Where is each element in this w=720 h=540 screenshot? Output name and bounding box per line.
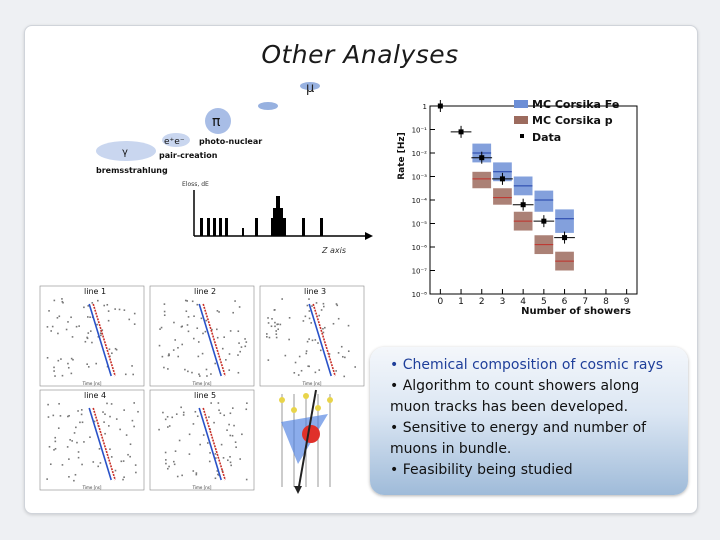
bullet-3: • Sensitive to energy and number of: [390, 420, 647, 436]
panel-title: line 1: [84, 287, 106, 296]
event-display-panels: line 1 Time [ns] line 2 Time [ns] line 3 Time…: [39, 285, 365, 494]
data-point: [520, 202, 526, 208]
legend-swatch-data: [520, 134, 524, 138]
slide-title: Other Analyses: [261, 40, 459, 69]
bullet-1: • Chemical composition of cosmic rays: [390, 357, 664, 373]
y-tick-label: 10⁻⁴: [412, 197, 428, 205]
x-tick-label: 0: [437, 297, 443, 307]
p-bin: [472, 171, 492, 189]
event-panel: line 2 Time [ns]: [149, 285, 255, 387]
gamma-label: γ: [122, 147, 128, 158]
y-tick-label: 10⁻³: [412, 174, 428, 182]
x-tick-label: 7: [582, 297, 588, 307]
data-point: [479, 155, 485, 161]
p-bin: [493, 188, 512, 205]
pi-label: π: [212, 114, 221, 130]
gamma-bubble: [96, 141, 156, 161]
event-panel: line 4 Time [ns]: [39, 389, 145, 491]
muon-blob-2: [258, 102, 278, 110]
y-tick-label: 10⁻²: [412, 150, 428, 158]
x-tick-label: 5: [541, 297, 547, 307]
y-tick-label: 10⁻⁸: [412, 291, 428, 299]
y-tick-label: 10⁻⁶: [412, 244, 428, 252]
fe-bin: [534, 190, 554, 212]
legend-swatch-fe: [514, 100, 528, 108]
bullet-3-cont: muons in bundle.: [390, 441, 512, 457]
panel-title: line 2: [194, 287, 216, 296]
legend-label-p: MC Corsika p: [532, 114, 613, 127]
y-tick-label: 10⁻⁵: [412, 221, 428, 229]
panel-title: line 4: [84, 391, 106, 400]
chart-ylabel: Rate [Hz]: [397, 132, 407, 180]
panel-xlabel: Time [ns]: [82, 381, 102, 386]
shower-vertex: [302, 425, 320, 443]
data-point: [437, 103, 443, 109]
data-point: [499, 176, 505, 182]
y-tick-label: 1: [423, 103, 427, 111]
event-panel: line 5 Time [ns]: [149, 389, 255, 491]
panel-title: line 3: [304, 287, 326, 296]
pair-creation-label: pair-creation: [159, 151, 218, 160]
x-tick-label: 1: [458, 297, 464, 307]
data-point: [458, 129, 464, 135]
mu-label: μ: [306, 81, 314, 96]
pi-bubble: [205, 108, 231, 134]
legend-label-fe: MC Corsika Fe: [532, 98, 619, 111]
data-point: [562, 235, 568, 241]
x-tick-label: 6: [562, 297, 568, 307]
bullet-2: • Algorithm to count showers along: [390, 378, 640, 394]
legend-label-data: Data: [532, 131, 561, 144]
chart-legend: MC Corsika Fe MC Corsika p Data: [514, 98, 619, 144]
fe-bin: [555, 209, 574, 233]
event-panel: line 1 Time [ns]: [39, 285, 145, 387]
epem-bubble: [162, 133, 190, 147]
x-tick-label: 3: [500, 297, 506, 307]
panel-xlabel: Time [ns]: [192, 485, 212, 490]
chart-xlabel: Number of showers: [521, 306, 631, 317]
bullet-2-cont: muon tracks has been developed.: [390, 399, 629, 415]
eloss-axis-label: Eloss, dE: [182, 181, 209, 188]
x-tick-label: 2: [479, 297, 485, 307]
bullet-4: • Feasibility being studied: [390, 462, 573, 478]
bremsstrahlung-label: bremsstrahlung: [96, 166, 168, 175]
z-axis-label: Z axis: [321, 246, 346, 255]
y-tick-label: 10⁻¹: [412, 127, 428, 135]
summary-box: • Chemical composition of cosmic rays • …: [370, 347, 688, 495]
data-point: [541, 218, 547, 224]
panel-xlabel: Time [ns]: [82, 485, 102, 490]
muon-blob-1: [300, 82, 320, 90]
x-tick-label: 8: [603, 297, 609, 307]
legend-swatch-p: [514, 116, 528, 124]
y-tick-label: 10⁻⁷: [412, 268, 428, 276]
panel-title: line 5: [194, 391, 216, 400]
detector-schematic: [279, 389, 333, 494]
panel-xlabel: Time [ns]: [192, 381, 212, 386]
energy-loss-diagram: μ π e⁺e⁻ γ photo-nuclear pair-creation b…: [96, 81, 373, 255]
epem-label: e⁺e⁻: [164, 137, 185, 147]
photo-nuclear-label: photo-nuclear: [199, 137, 262, 146]
rate-chart: 0 1 2 3 4 5 6 7 8 9 1 10⁻¹ 10⁻² 10⁻³ 10⁻⁴ 10⁻⁵ 10⁻⁶ 10⁻⁷ 1…: [397, 98, 638, 317]
panel-xlabel: Time [ns]: [302, 381, 322, 386]
x-tick-label: 4: [520, 297, 526, 307]
x-tick-label: 9: [624, 297, 630, 307]
event-panel: line 3 Time [ns]: [259, 285, 365, 387]
eloss-bars: [200, 196, 323, 236]
